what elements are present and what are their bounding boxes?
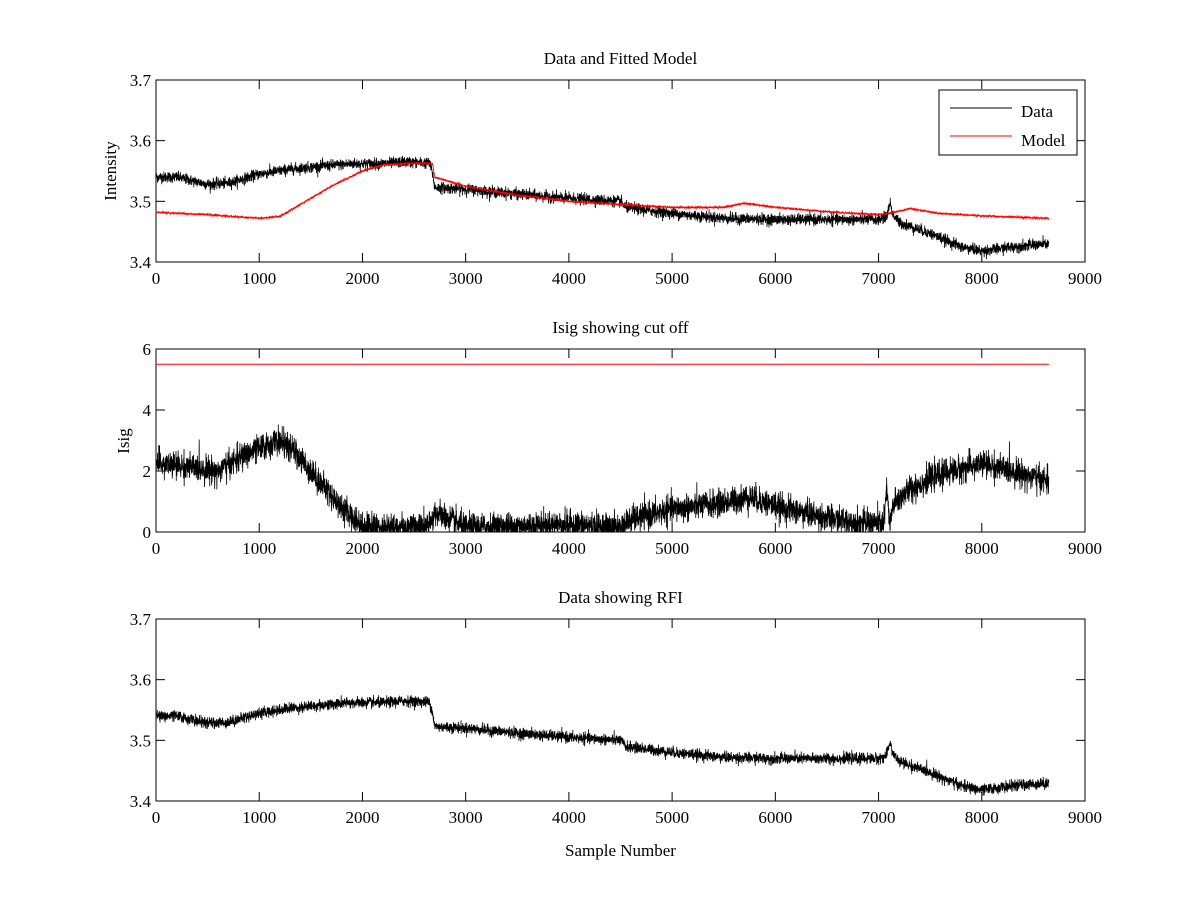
panel-2-series-1-line bbox=[155, 424, 1050, 534]
x-tick-label: 6000 bbox=[758, 539, 792, 558]
x-tick-label: 5000 bbox=[655, 269, 689, 288]
panel-3-xlabel: Sample Number bbox=[565, 841, 676, 860]
x-tick-label: 5000 bbox=[655, 539, 689, 558]
x-tick-label: 0 bbox=[152, 539, 161, 558]
y-tick-label: 3.7 bbox=[130, 71, 152, 90]
panel-3-xticks: 0 1000 2000 3000 4000 5000 6000 7000 8000 9000 bbox=[152, 619, 1102, 827]
x-tick-label: 1000 bbox=[242, 808, 276, 827]
x-tick-label: 6000 bbox=[758, 808, 792, 827]
x-tick-label: 3000 bbox=[449, 808, 483, 827]
x-tick-label: 3000 bbox=[449, 269, 483, 288]
panel-1-series-2-line bbox=[155, 160, 1050, 221]
panel-2-yticks: 0 2 4 6 bbox=[143, 340, 1085, 542]
x-tick-label: 1000 bbox=[242, 269, 276, 288]
panel-1-axes-box bbox=[155, 79, 1086, 263]
panel-3-series bbox=[155, 694, 1050, 796]
x-tick-label: 8000 bbox=[965, 269, 999, 288]
x-tick-label: 4000 bbox=[552, 539, 586, 558]
panel-1-legend: Data Model bbox=[938, 89, 1078, 156]
x-tick-label: 5000 bbox=[655, 808, 689, 827]
x-tick-label: 2000 bbox=[345, 269, 379, 288]
x-tick-label: 0 bbox=[152, 808, 161, 827]
panel-1-yticks: 3.4 3.5 3.6 3.7 bbox=[130, 71, 1085, 272]
y-tick-label: 6 bbox=[143, 340, 152, 359]
panel-3: Data showing RFI 0 1000 2000 3000 4000 5000 60… bbox=[130, 588, 1102, 860]
panel-1-xticks: 0 1000 2000 3000 4000 5000 6000 7000 8000 9000 bbox=[152, 80, 1102, 288]
y-tick-label: 4 bbox=[143, 401, 152, 420]
x-tick-label: 9000 bbox=[1068, 539, 1102, 558]
y-tick-label: 3.7 bbox=[130, 610, 152, 629]
legend-data-label: Data bbox=[1021, 102, 1054, 121]
x-tick-label: 8000 bbox=[965, 808, 999, 827]
legend-model-label: Model bbox=[1021, 131, 1066, 150]
y-tick-label: 3.5 bbox=[130, 731, 151, 750]
x-tick-label: 0 bbox=[152, 269, 161, 288]
y-tick-label: 2 bbox=[143, 462, 152, 481]
x-tick-label: 7000 bbox=[862, 808, 896, 827]
y-tick-label: 3.5 bbox=[130, 192, 151, 211]
x-tick-label: 2000 bbox=[345, 808, 379, 827]
x-tick-label: 8000 bbox=[965, 539, 999, 558]
legend-box bbox=[938, 89, 1078, 156]
x-tick-label: 3000 bbox=[449, 539, 483, 558]
y-tick-label: 3.6 bbox=[130, 671, 151, 690]
panel-2-series bbox=[155, 363, 1050, 534]
x-tick-label: 6000 bbox=[758, 269, 792, 288]
panel-2-ylabel: Isig bbox=[114, 428, 133, 454]
y-tick-label: 0 bbox=[143, 523, 152, 542]
x-tick-label: 1000 bbox=[242, 539, 276, 558]
x-tick-label: 9000 bbox=[1068, 808, 1102, 827]
panel-1-ylabel: Intensity bbox=[101, 141, 120, 201]
panel-1-title: Data and Fitted Model bbox=[544, 49, 698, 68]
panel-3-series-1-line bbox=[155, 694, 1050, 796]
panel-2-title: Isig showing cut off bbox=[552, 318, 688, 337]
panel-3-title: Data showing RFI bbox=[558, 588, 683, 607]
x-tick-label: 4000 bbox=[552, 808, 586, 827]
panel-1: Data and Fitted Model Intensity 0 1000 200… bbox=[101, 49, 1102, 288]
x-tick-label: 7000 bbox=[862, 539, 896, 558]
y-tick-label: 3.4 bbox=[130, 253, 152, 272]
panel-1-series-1-line bbox=[155, 155, 1050, 259]
panel-2-xticks: 0 1000 2000 3000 4000 5000 6000 7000 8000 9000 bbox=[152, 349, 1102, 558]
x-tick-label: 9000 bbox=[1068, 269, 1102, 288]
panel-3-yticks: 3.4 3.5 3.6 3.7 bbox=[130, 610, 1085, 811]
x-tick-label: 2000 bbox=[345, 539, 379, 558]
x-tick-label: 7000 bbox=[862, 269, 896, 288]
panel-3-axes-box bbox=[155, 618, 1086, 802]
y-tick-label: 3.4 bbox=[130, 792, 152, 811]
panel-1-series bbox=[155, 155, 1050, 259]
x-tick-label: 4000 bbox=[552, 269, 586, 288]
panel-2: Isig showing cut off Isig 0 1000 2000 3000 4… bbox=[114, 318, 1102, 558]
y-tick-label: 3.6 bbox=[130, 132, 151, 151]
